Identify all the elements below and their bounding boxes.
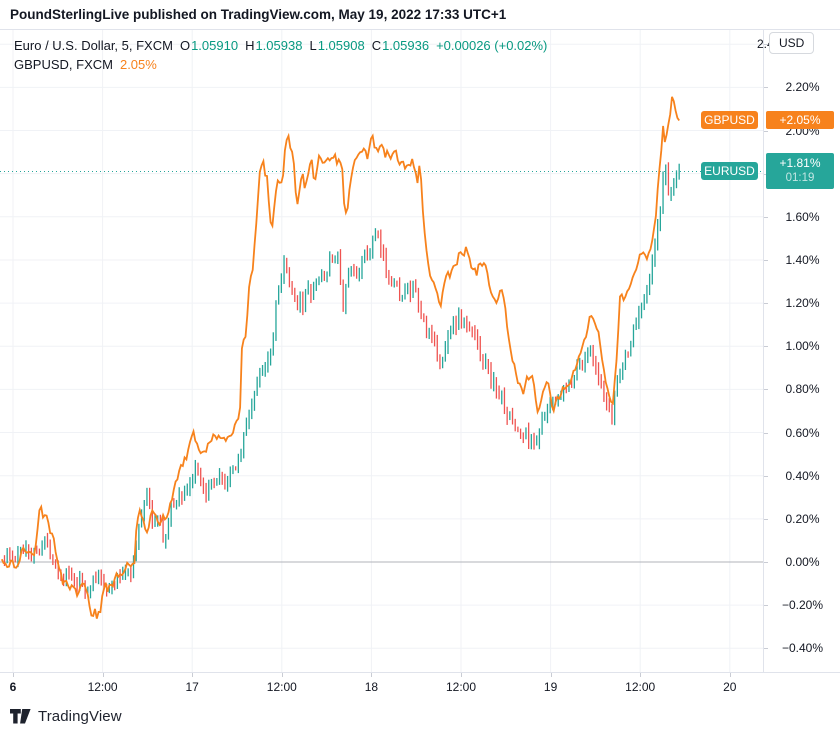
gbpusd-series-label: GBPUSD (701, 110, 758, 129)
eurusd-bars-series (3, 162, 680, 599)
main-symbol-title[interactable]: Euro / U.S. Dollar, 5, FXCM (14, 38, 173, 53)
price-tick-label: 1.20% (785, 296, 820, 311)
ohlc-values: O1.05910 H1.05938 L1.05908 C1.05936 (180, 36, 429, 55)
gbpusd-line-series (0, 96, 680, 619)
price-tick-label: 0.80% (785, 382, 820, 397)
price-tick-mark (764, 475, 768, 477)
price-tick-label: 0.40% (785, 468, 820, 483)
open-value: 1.05910 (191, 38, 239, 53)
time-tick-label: 20 (723, 680, 737, 694)
eurusd-series-label-text: EURUSD (704, 164, 755, 179)
time-tick-mark (640, 673, 642, 677)
tradingview-logo-text: TradingView (38, 708, 122, 725)
low-value: 1.05908 (317, 38, 365, 53)
grid-lines (0, 30, 763, 672)
bar-countdown: 01:19 (785, 172, 815, 185)
time-tick-mark (281, 673, 283, 677)
price-axis[interactable]: 2.40%2.20%2.00%1.80%1.60%1.40%1.20%1.00%… (757, 30, 840, 672)
footer: TradingView (0, 700, 840, 738)
time-tick-mark (729, 673, 731, 677)
close-label: C (371, 38, 382, 53)
price-tick-mark (764, 87, 768, 89)
price-tick-mark (764, 216, 768, 218)
legend: Euro / U.S. Dollar, 5, FXCM O1.05910 H1.… (14, 36, 547, 74)
chart-pane[interactable]: Euro / U.S. Dollar, 5, FXCM O1.05910 H1.… (0, 30, 763, 672)
price-tick-mark (764, 303, 768, 305)
price-tick-label: −0.20% (781, 598, 824, 613)
price-tick-mark (764, 259, 768, 261)
time-axis[interactable]: 6 12:00 17 12:00 18 12:00 19 12:00 20 (0, 672, 840, 700)
price-tick-mark (764, 432, 768, 434)
currency-usd-button[interactable]: USD (769, 32, 815, 54)
price-tick-label: 1.00% (785, 339, 820, 354)
time-tick-label: 12:00 (445, 680, 477, 694)
attribution-text: PoundSterlingLive published on TradingVi… (10, 7, 507, 22)
eurusd-price-badge-value: +1.81% (779, 156, 821, 171)
tradingview-logo[interactable]: TradingView (10, 708, 122, 725)
time-tick-label: 6 (9, 680, 17, 694)
price-tick-mark (764, 562, 768, 563)
tradingview-logo-icon (10, 709, 31, 724)
gbpusd-price-badge: +2.05% (766, 110, 834, 129)
compare-symbol-title[interactable]: GBPUSD, FXCM (14, 57, 113, 72)
eurusd-series-label: EURUSD (701, 162, 758, 181)
high-value: 1.05938 (255, 38, 303, 53)
price-tick-mark (764, 605, 768, 607)
price-tick-mark (764, 130, 768, 132)
price-tick-label: 1.40% (785, 252, 820, 267)
high-label: H (245, 38, 255, 53)
time-tick-label: 18 (364, 680, 379, 694)
price-tick-label: 2.20% (785, 80, 820, 95)
time-tick-mark (461, 673, 462, 677)
time-tick-mark (13, 673, 14, 677)
close-value: 1.05936 (382, 38, 430, 53)
time-tick-label: 17 (185, 680, 199, 694)
time-tick-mark (550, 673, 552, 677)
open-label: O (179, 38, 191, 53)
time-tick-label: 12:00 (625, 680, 656, 694)
time-tick-mark (371, 673, 373, 677)
legend-row-eurusd[interactable]: Euro / U.S. Dollar, 5, FXCM O1.05910 H1.… (14, 36, 547, 55)
time-tick-label: 12:00 (266, 680, 297, 694)
price-tick-label: 0.60% (785, 425, 820, 440)
time-tick-label: 19 (543, 680, 558, 694)
price-tick-label: 1.60% (785, 209, 820, 224)
attribution-bar: PoundSterlingLive published on TradingVi… (0, 0, 840, 30)
price-tick-mark (764, 648, 768, 650)
time-tick-mark (192, 673, 194, 677)
price-tick-label: 0.20% (785, 511, 820, 526)
gbpusd-series-label-text: GBPUSD (704, 112, 755, 127)
price-tick-label: −0.40% (781, 641, 824, 656)
eurusd-change: +0.00026 (+0.02%) (436, 38, 548, 53)
price-tick-mark (764, 518, 768, 520)
time-tick-label: 12:00 (87, 680, 118, 694)
legend-row-gbpusd[interactable]: GBPUSD, FXCM 2.05% (14, 55, 547, 74)
price-tick-mark (764, 44, 768, 46)
price-tick-mark (764, 389, 768, 391)
time-tick-mark (102, 673, 104, 677)
price-tick-label: 0.00% (785, 555, 820, 569)
price-tick-mark (764, 346, 768, 348)
low-label: L (309, 38, 317, 53)
gbpusd-price-badge-value: +2.05% (779, 112, 821, 127)
gbpusd-change: 2.05% (119, 57, 157, 72)
eurusd-price-badge: +1.81% 01:19 (766, 153, 834, 190)
price-chart-plot[interactable] (0, 30, 763, 672)
